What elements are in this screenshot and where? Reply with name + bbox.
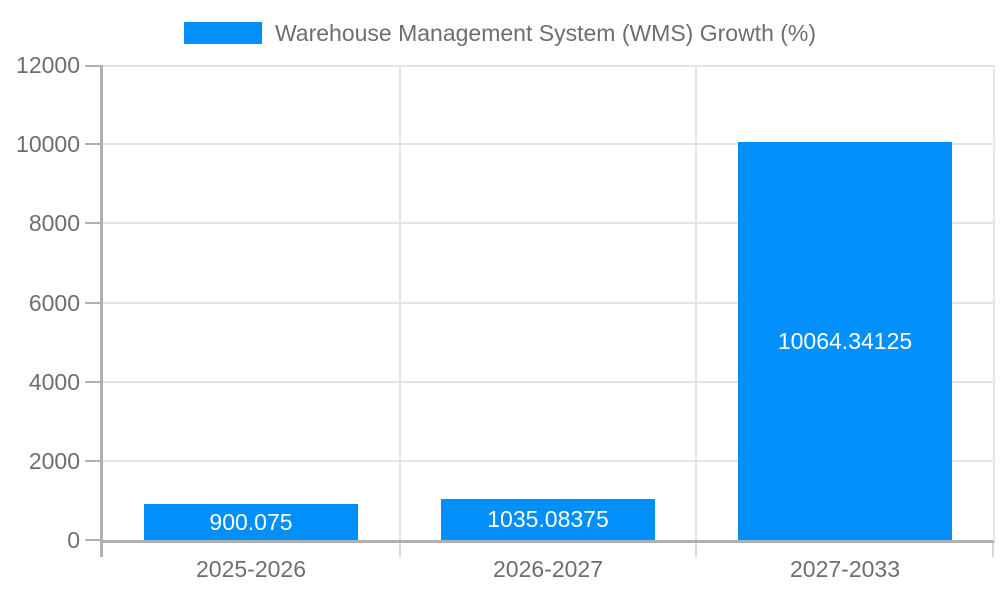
x-axis-labels: 2025-2026 2026-2027 2027-2033 — [103, 556, 993, 586]
x-axis-category-label: 2026-2027 — [493, 556, 603, 582]
y-axis-tick — [85, 381, 100, 383]
bar-2025-2026: 900.075 — [144, 504, 358, 540]
y-axis-tick — [85, 460, 100, 462]
gridline-horizontal — [103, 381, 993, 383]
y-axis-tick — [85, 302, 100, 304]
chart-legend-item[interactable]: Warehouse Management System (WMS) Growth… — [0, 19, 1000, 47]
gridline-horizontal — [103, 460, 993, 462]
gridline-horizontal — [103, 143, 993, 145]
bar-2027-2033: 10064.34125 — [738, 142, 952, 540]
y-axis-tick-label: 10000 — [16, 131, 80, 157]
y-axis-tick — [85, 222, 100, 224]
legend-series-label: Warehouse Management System (WMS) Growth… — [274, 19, 817, 46]
y-axis-labels: 0 2000 4000 6000 8000 10000 12000 — [0, 53, 80, 552]
gridline-horizontal — [103, 222, 993, 224]
bar-value-label: 900.075 — [209, 508, 293, 535]
y-axis-tick-label: 2000 — [28, 448, 80, 474]
x-axis-tick — [695, 543, 697, 557]
y-axis-tick-label: 12000 — [16, 52, 80, 78]
gridline-vertical — [695, 65, 697, 540]
x-axis-category-label: 2027-2033 — [790, 556, 900, 582]
y-axis-tick-label: 6000 — [28, 290, 80, 316]
bar-value-label: 1035.08375 — [487, 506, 609, 532]
bar-2026-2027: 1035.08375 — [441, 499, 655, 540]
y-axis-tick — [85, 65, 100, 67]
plot-area: 900.075 1035.08375 10064.34125 — [85, 65, 995, 557]
gridline-vertical — [399, 65, 401, 540]
legend-color-swatch — [183, 22, 262, 44]
y-axis-tick — [85, 143, 100, 145]
y-axis-tick — [85, 539, 100, 541]
y-axis-tick-label: 8000 — [28, 210, 80, 236]
bar-value-label: 10064.34125 — [777, 327, 913, 354]
x-axis-tick — [992, 543, 994, 557]
x-axis-tick — [100, 543, 103, 557]
y-axis-tick-label: 0 — [67, 527, 80, 553]
y-axis-tick-label: 4000 — [28, 369, 80, 395]
gridline-horizontal — [103, 302, 993, 304]
gridline-horizontal — [103, 65, 993, 67]
x-axis-tick — [399, 543, 401, 557]
x-axis-category-label: 2025-2026 — [196, 556, 306, 582]
